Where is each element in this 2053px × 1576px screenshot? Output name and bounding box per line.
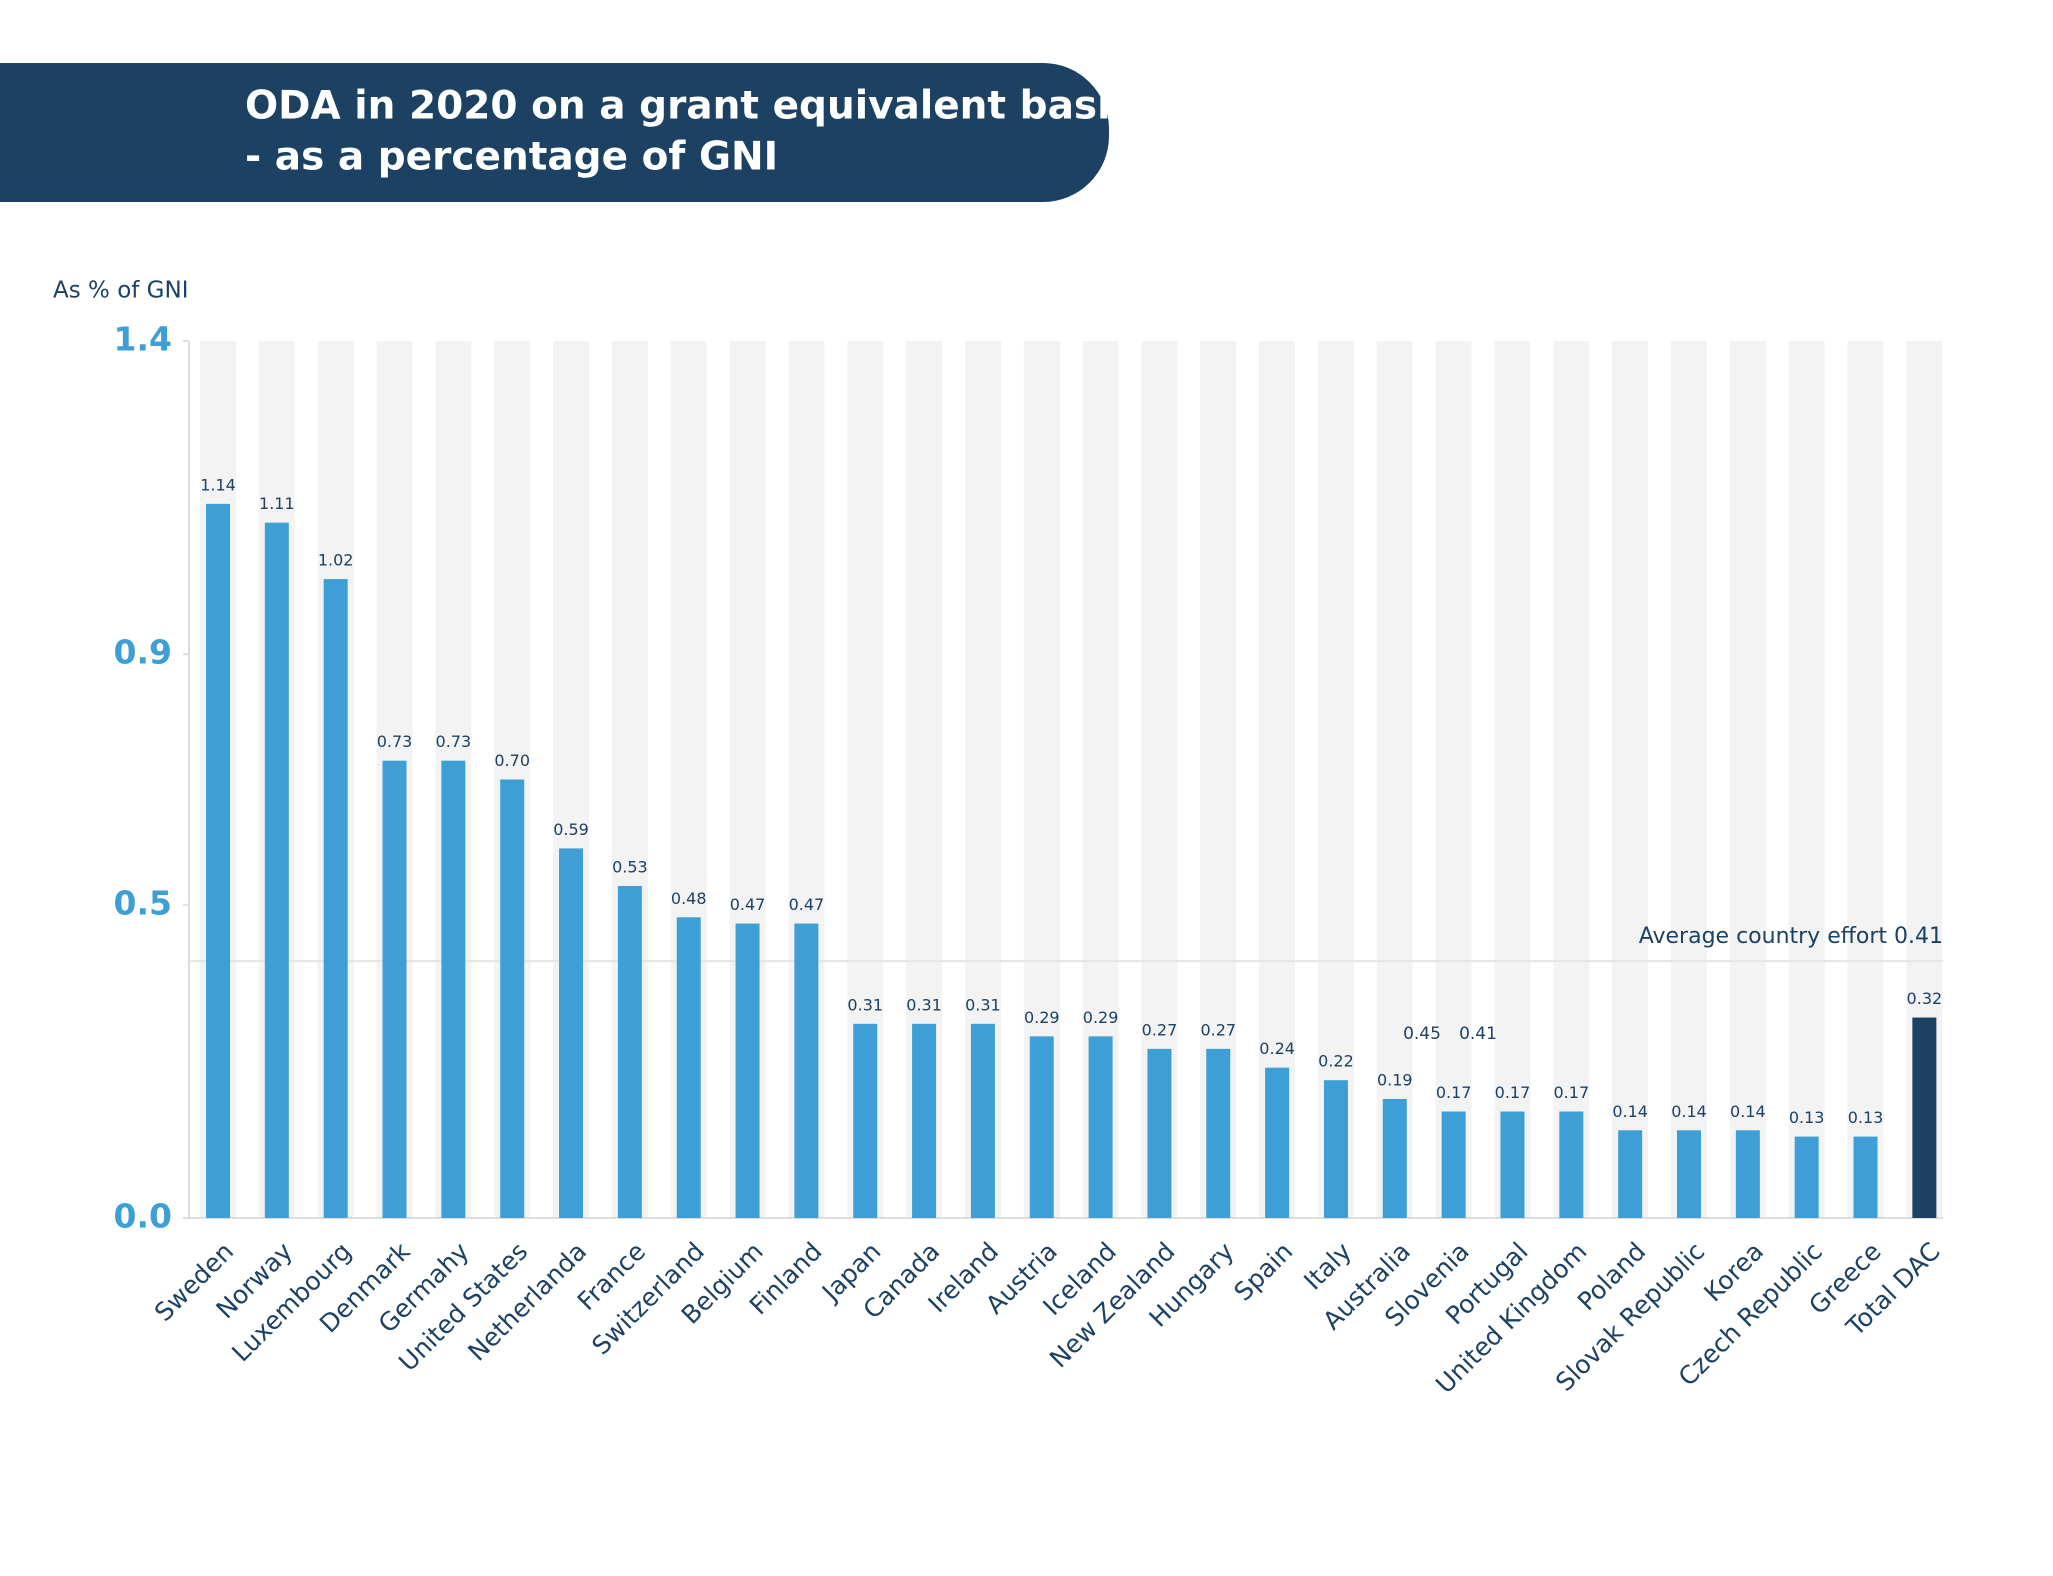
bar	[1029, 1036, 1054, 1218]
y-axis-label: As % of GNI	[53, 278, 188, 304]
bar	[500, 779, 525, 1218]
bar-background	[1847, 341, 1884, 1218]
bar	[1382, 1098, 1407, 1218]
y-tick-label: 0.0	[114, 1197, 172, 1236]
value-label: 0.27	[1142, 1020, 1178, 1039]
bar	[1735, 1130, 1760, 1218]
value-label: 0.29	[1083, 1008, 1119, 1027]
bar	[323, 579, 348, 1218]
bar	[441, 760, 466, 1218]
title-banner	[0, 63, 1109, 202]
value-label: 0.13	[1848, 1108, 1884, 1127]
annotation: 0.45	[1403, 1024, 1441, 1044]
bar	[676, 917, 701, 1218]
bar-background	[1612, 341, 1649, 1218]
value-label: 0.73	[377, 732, 413, 751]
bar	[1677, 1130, 1701, 1218]
value-label: 0.17	[1495, 1083, 1531, 1102]
bar-background	[1494, 341, 1531, 1218]
value-label: 0.53	[612, 857, 648, 876]
value-label: 0.24	[1259, 1039, 1295, 1058]
average-label: Average country effort 0.41	[1639, 924, 1943, 949]
value-label: 0.29	[1024, 1008, 1060, 1027]
bar-background	[1729, 341, 1766, 1218]
bar	[559, 848, 584, 1218]
chart-title: ODA in 2020 on a grant equivalent basis	[245, 84, 1134, 129]
value-label: 0.32	[1907, 989, 1943, 1008]
bar	[735, 923, 760, 1218]
bar-background	[1376, 341, 1413, 1218]
value-label: 0.19	[1377, 1070, 1413, 1089]
value-label: 0.70	[494, 751, 530, 770]
bar	[1912, 1017, 1937, 1218]
bar	[1618, 1130, 1643, 1218]
value-label: 0.14	[1612, 1102, 1648, 1121]
chart-subtitle: - as a percentage of GNI	[245, 135, 778, 180]
value-label: 0.47	[789, 895, 825, 914]
value-label: 0.59	[553, 820, 589, 839]
y-tick-label: 0.5	[114, 883, 172, 922]
bar-background	[1671, 341, 1707, 1218]
value-label: 0.22	[1318, 1052, 1354, 1071]
value-label: 1.14	[200, 475, 236, 494]
bar	[1559, 1111, 1584, 1218]
bar	[264, 522, 289, 1218]
value-label: 0.27	[1200, 1020, 1236, 1039]
bar-background	[1435, 341, 1472, 1218]
value-label: 0.17	[1436, 1083, 1472, 1102]
bar	[617, 885, 642, 1218]
y-tick-label: 1.4	[114, 320, 172, 359]
bar	[1441, 1111, 1466, 1218]
bar	[1088, 1036, 1113, 1218]
bar-background	[1788, 341, 1825, 1218]
bar	[794, 923, 819, 1218]
value-label: 0.47	[730, 895, 766, 914]
bar	[970, 1023, 995, 1218]
bar	[1323, 1080, 1348, 1218]
value-label: 0.48	[671, 889, 707, 908]
bar	[912, 1023, 937, 1218]
bar	[1853, 1136, 1878, 1218]
bar	[382, 760, 407, 1218]
bar	[1794, 1136, 1819, 1218]
bar	[206, 503, 230, 1218]
value-label: 0.14	[1730, 1102, 1766, 1121]
bar	[1265, 1067, 1290, 1218]
y-tick-label: 0.9	[114, 633, 172, 672]
value-label: 1.02	[318, 551, 354, 570]
value-label: 1.11	[259, 494, 295, 513]
bar-background	[1553, 341, 1590, 1218]
value-label: 0.31	[906, 995, 942, 1014]
bar-background	[1317, 341, 1354, 1218]
value-label: 0.14	[1671, 1102, 1707, 1121]
bar	[853, 1023, 878, 1218]
annotation: 0.41	[1459, 1024, 1497, 1044]
bar	[1206, 1048, 1231, 1218]
value-label: 0.31	[847, 995, 883, 1014]
x-tick-label: Spain	[1228, 1237, 1298, 1307]
value-label: 0.17	[1554, 1083, 1590, 1102]
bar	[1147, 1048, 1172, 1218]
bar	[1500, 1111, 1525, 1218]
value-label: 0.13	[1789, 1108, 1825, 1127]
value-label: 0.73	[436, 732, 472, 751]
value-label: 0.31	[965, 995, 1001, 1014]
